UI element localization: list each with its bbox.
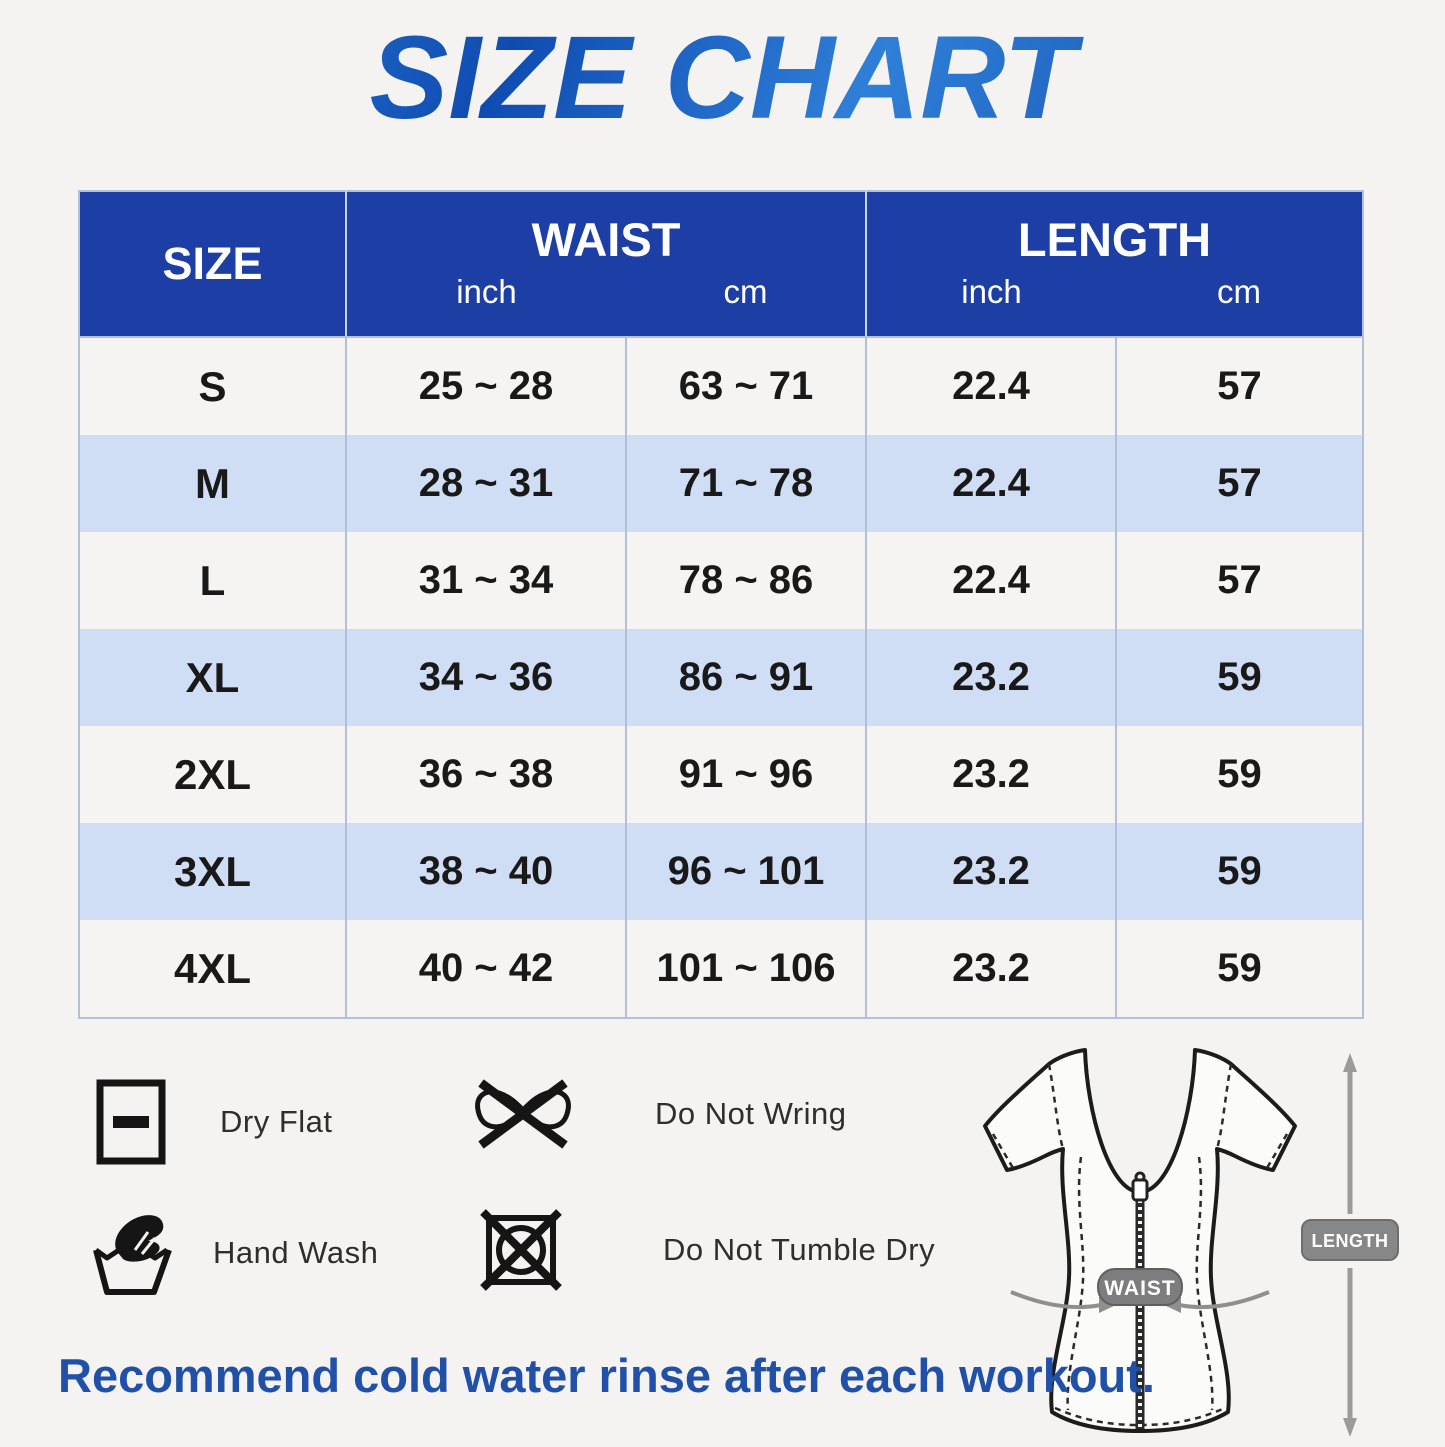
header-waist-cm: cm (626, 269, 867, 338)
cell-size: L (199, 556, 226, 604)
cell-length_cm: 59 (1115, 629, 1364, 726)
header-length: LENGTH (865, 191, 1364, 269)
size-table: SIZE WAIST LENGTH inch cm inch cm S 25 ~ … (78, 190, 1365, 1019)
care-label: Do Not Tumble Dry (663, 1232, 936, 1267)
table-row: L 31 ~ 34 78 ~ 86 22.4 57 (79, 532, 1364, 629)
length-badge (1301, 1219, 1399, 1261)
cell-size: XL (185, 653, 240, 701)
cell-length_cm: 57 (1115, 337, 1364, 435)
cell-waist_inch: 40 ~ 42 (345, 920, 626, 1018)
cell-waist_cm: 63 ~ 71 (624, 337, 867, 435)
waist-badge (1097, 1268, 1183, 1306)
size-table-header: SIZE WAIST LENGTH inch cm inch cm (79, 191, 1364, 338)
cell-length_inch: 23.2 (865, 629, 1117, 726)
care-label: Do Not Wring (655, 1096, 847, 1131)
care-item-dry-flat: Dry Flat (95, 1078, 333, 1166)
cell-length_inch: 22.4 (865, 337, 1117, 435)
care-item-do-not-tumble-dry: Do Not Tumble Dry (478, 1205, 935, 1295)
care-item-do-not-wring: Do Not Wring (470, 1076, 847, 1152)
cell-length_cm: 57 (1115, 435, 1364, 532)
cell-waist_cm: 101 ~ 106 (624, 920, 867, 1018)
header-waist-inch: inch (345, 269, 626, 338)
length-badge-label: LENGTH (1312, 1231, 1389, 1251)
cell-size: 2XL (173, 750, 252, 798)
care-label: Dry Flat (220, 1104, 333, 1139)
cell-length_inch: 22.4 (865, 532, 1117, 629)
cell-length_cm: 57 (1115, 532, 1364, 629)
cell-size: 3XL (173, 847, 252, 895)
header-size: SIZE (79, 191, 346, 338)
cell-size: 4XL (173, 944, 252, 992)
hand-wash-icon (88, 1208, 213, 1298)
cell-waist_cm: 86 ~ 91 (624, 629, 867, 726)
cell-waist_cm: 78 ~ 86 (624, 532, 867, 629)
garment-diagram: WAIST LENGTH (983, 1048, 1399, 1437)
table-row: 4XL 40 ~ 42 101 ~ 106 23.2 59 (79, 920, 1364, 1018)
cell-size: M (195, 459, 230, 507)
waist-badge-label: WAIST (1104, 1277, 1176, 1300)
header-length-inch: inch (865, 269, 1117, 338)
cell-waist_inch: 25 ~ 28 (345, 337, 626, 435)
care-label: Hand Wash (213, 1235, 379, 1270)
cell-length_cm: 59 (1115, 823, 1364, 920)
cell-waist_inch: 34 ~ 36 (345, 629, 626, 726)
cell-waist_cm: 91 ~ 96 (624, 726, 867, 823)
page-title: SIZE CHART (0, 10, 1445, 146)
cell-length_cm: 59 (1115, 726, 1364, 823)
waist-arrow (1010, 1290, 1270, 1310)
care-item-hand-wash: Hand Wash (88, 1208, 378, 1298)
size-table-body: S 25 ~ 28 63 ~ 71 22.4 57 M 28 ~ 31 71 ~ 78 22.4… (79, 337, 1364, 1018)
do-not-wring-icon (470, 1076, 655, 1152)
cell-length_inch: 23.2 (865, 920, 1117, 1018)
footer-note: Recommend cold water rinse after each wo… (58, 1349, 1155, 1402)
header-waist: WAIST (344, 191, 867, 269)
dry-flat-icon (95, 1078, 220, 1166)
cell-length_cm: 59 (1115, 920, 1364, 1018)
table-row: 2XL 36 ~ 38 91 ~ 96 23.2 59 (79, 726, 1364, 823)
table-row: S 25 ~ 28 63 ~ 71 22.4 57 (79, 337, 1364, 435)
header-length-cm: cm (1116, 269, 1364, 338)
table-row: XL 34 ~ 36 86 ~ 91 23.2 59 (79, 629, 1364, 726)
cell-waist_cm: 96 ~ 101 (624, 823, 867, 920)
cell-waist_inch: 36 ~ 38 (345, 726, 626, 823)
cell-length_inch: 23.2 (865, 726, 1117, 823)
cell-waist_inch: 38 ~ 40 (345, 823, 626, 920)
table-row: 3XL 38 ~ 40 96 ~ 101 23.2 59 (79, 823, 1364, 920)
cell-length_inch: 22.4 (865, 435, 1117, 532)
cell-waist_inch: 28 ~ 31 (345, 435, 626, 532)
do-not-tumble-dry-icon (478, 1205, 663, 1295)
cell-length_inch: 23.2 (865, 823, 1117, 920)
cell-waist_inch: 31 ~ 34 (345, 532, 626, 629)
table-row: M 28 ~ 31 71 ~ 78 22.4 57 (79, 435, 1364, 532)
cell-size: S (198, 362, 227, 410)
cell-waist_cm: 71 ~ 78 (624, 435, 867, 532)
